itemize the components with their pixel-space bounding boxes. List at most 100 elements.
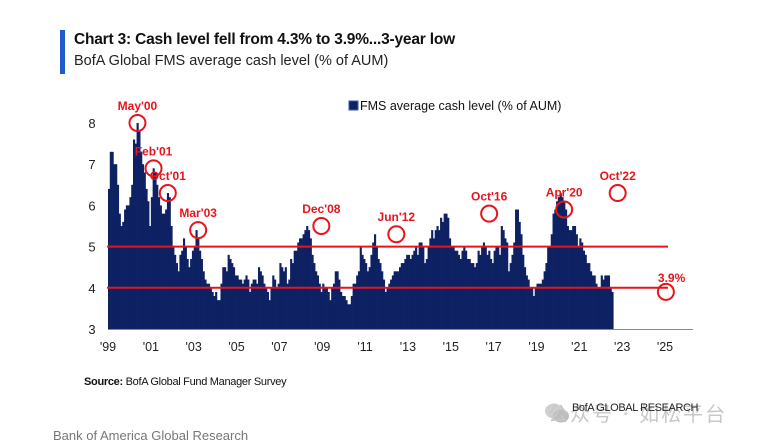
bar bbox=[252, 279, 255, 329]
bar bbox=[575, 234, 578, 329]
bar bbox=[327, 291, 330, 329]
annotation: Jun'12 bbox=[378, 210, 415, 244]
legend-label: FMS average cash level (% of AUM) bbox=[360, 99, 561, 113]
bar bbox=[250, 283, 253, 329]
bar bbox=[150, 197, 153, 329]
bar bbox=[386, 287, 389, 329]
bar bbox=[263, 283, 266, 329]
annotation-circle bbox=[608, 184, 627, 203]
bar bbox=[402, 263, 405, 329]
bar bbox=[324, 287, 327, 329]
bar bbox=[468, 258, 471, 329]
legend-swatch bbox=[348, 100, 359, 111]
bar bbox=[182, 238, 186, 329]
brand-label: BofA GLOBAL RESEARCH bbox=[572, 402, 699, 414]
bar bbox=[284, 267, 287, 329]
bar bbox=[238, 279, 241, 329]
bar bbox=[134, 143, 137, 329]
bar bbox=[127, 205, 130, 329]
bar bbox=[443, 213, 446, 329]
bar bbox=[423, 263, 427, 329]
bar bbox=[332, 283, 336, 329]
bar bbox=[179, 254, 182, 329]
bar bbox=[186, 258, 189, 329]
bar bbox=[518, 221, 521, 329]
bar bbox=[379, 263, 382, 329]
bar bbox=[341, 296, 345, 329]
bar bbox=[297, 242, 300, 329]
bar bbox=[257, 267, 261, 329]
bar bbox=[582, 250, 586, 329]
bar bbox=[393, 271, 396, 329]
bar bbox=[477, 250, 480, 329]
bar bbox=[108, 188, 111, 329]
bar bbox=[274, 279, 277, 329]
bar bbox=[225, 271, 228, 329]
bar bbox=[215, 291, 218, 329]
bar bbox=[191, 250, 195, 329]
bar bbox=[241, 283, 245, 329]
bar bbox=[593, 275, 596, 329]
y-tick-label: 5 bbox=[88, 240, 95, 255]
bar bbox=[122, 221, 125, 329]
bar bbox=[529, 287, 532, 329]
bar bbox=[466, 258, 469, 329]
bar bbox=[307, 230, 311, 329]
bar bbox=[336, 271, 339, 329]
annotation-circle bbox=[387, 225, 406, 244]
bar bbox=[374, 234, 377, 329]
bar bbox=[516, 209, 519, 329]
bar bbox=[563, 201, 566, 329]
bar bbox=[234, 275, 237, 329]
bar bbox=[381, 271, 384, 329]
x-tick-label: '03 bbox=[186, 340, 202, 354]
bar bbox=[259, 271, 262, 329]
bar bbox=[479, 254, 482, 329]
bar bbox=[540, 283, 543, 329]
bar bbox=[291, 263, 295, 329]
bar bbox=[456, 250, 459, 329]
bar bbox=[206, 283, 209, 329]
bar bbox=[372, 242, 375, 329]
bar bbox=[588, 263, 591, 329]
y-tick-label: 7 bbox=[88, 157, 95, 172]
annotation: May'00 bbox=[118, 99, 158, 132]
bar bbox=[595, 283, 598, 329]
bar bbox=[461, 250, 464, 329]
bar bbox=[229, 258, 232, 329]
reference-lines bbox=[107, 245, 668, 289]
bar bbox=[606, 275, 609, 329]
annotation: 3.9% bbox=[656, 271, 686, 301]
bar bbox=[440, 217, 443, 329]
x-tick-label: '07 bbox=[271, 340, 287, 354]
bar bbox=[559, 193, 562, 329]
bar bbox=[140, 151, 143, 329]
bar bbox=[200, 258, 203, 329]
bar bbox=[227, 254, 230, 329]
bar bbox=[338, 279, 341, 329]
footer-credit: Bank of America Global Research bbox=[53, 428, 249, 443]
bar bbox=[270, 287, 273, 329]
bar bbox=[515, 209, 518, 329]
bar bbox=[343, 296, 346, 329]
bar bbox=[407, 254, 411, 329]
bar bbox=[447, 217, 450, 329]
bar bbox=[586, 263, 589, 329]
x-tick-label: '25 bbox=[657, 340, 673, 354]
x-tick-label: '23 bbox=[614, 340, 630, 354]
bar bbox=[295, 250, 298, 329]
bar bbox=[165, 209, 168, 329]
bar bbox=[459, 258, 462, 329]
bar bbox=[565, 209, 568, 329]
annotation: Apr'20 bbox=[546, 186, 583, 219]
bar bbox=[604, 275, 607, 329]
bar bbox=[556, 201, 559, 329]
bar bbox=[232, 267, 236, 329]
annotation-circle bbox=[128, 114, 147, 132]
bar bbox=[236, 275, 239, 329]
annotation-circle bbox=[480, 204, 499, 223]
bar bbox=[590, 271, 593, 329]
bar bbox=[147, 201, 150, 329]
bar bbox=[368, 267, 371, 329]
annotation-label: May'00 bbox=[118, 99, 158, 113]
